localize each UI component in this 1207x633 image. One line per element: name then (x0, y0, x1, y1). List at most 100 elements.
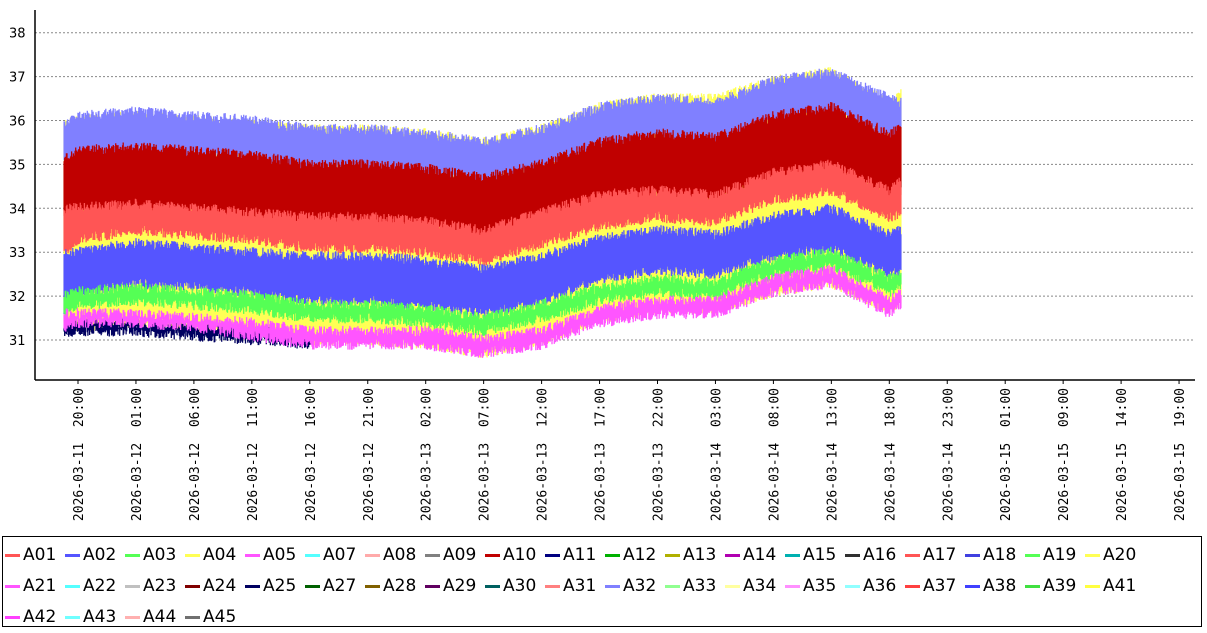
legend-item: A30 (485, 570, 545, 601)
y-tick-label: 35 (9, 158, 26, 173)
x-tick-label: 2026-03-12 01:00 (130, 388, 145, 521)
series-a01 (63, 159, 902, 266)
series-a03 (63, 246, 902, 337)
legend-item: A37 (905, 570, 965, 601)
legend-label: A05 (263, 545, 297, 565)
legend-label: A16 (863, 545, 897, 565)
legend-swatch (425, 585, 440, 588)
legend-swatch (905, 554, 920, 557)
axes (34, 10, 1195, 381)
legend-swatch (185, 554, 200, 557)
legend-item: A07 (305, 539, 365, 570)
legend-swatch (365, 585, 380, 588)
x-tick-label: 2026-03-14 23:00 (941, 388, 956, 521)
legend-swatch (545, 585, 560, 588)
legend-swatch (5, 554, 20, 557)
legend-label: A38 (983, 576, 1017, 596)
legend-swatch (5, 585, 20, 588)
legend-swatch (245, 554, 260, 557)
legend-label: A11 (563, 545, 597, 565)
legend-label: A35 (803, 576, 837, 596)
legend-label: A25 (263, 576, 297, 596)
x-tick-label: 2026-03-15 14:00 (1115, 388, 1130, 521)
x-tick-label: 2026-03-12 16:00 (304, 388, 319, 521)
legend-item: A45 (185, 601, 245, 632)
legend-item: A21 (5, 570, 65, 601)
x-tick-label: 2026-03-12 06:00 (188, 388, 203, 521)
legend-item: A27 (305, 570, 365, 601)
legend-item: A11 (545, 539, 605, 570)
x-tick-label: 2026-03-14 18:00 (883, 388, 898, 521)
legend-item: A39 (1025, 570, 1085, 601)
legend-item: A17 (905, 539, 965, 570)
legend-swatch (65, 554, 80, 557)
y-tick-label: 37 (9, 71, 26, 86)
x-tick-label: 2026-03-13 07:00 (478, 388, 493, 521)
series-a05-band (63, 265, 902, 358)
legend-label: A32 (623, 576, 657, 596)
x-tick-label: 2026-03-14 13:00 (825, 388, 840, 521)
legend-item: A44 (125, 601, 185, 632)
x-tick-label: 2026-03-15 09:00 (1057, 388, 1072, 521)
legend-label: A03 (143, 545, 177, 565)
legend-swatch (305, 554, 320, 557)
legend-item: A12 (605, 539, 665, 570)
legend-swatch (725, 554, 740, 557)
legend-label: A14 (743, 545, 777, 565)
legend-item: A35 (785, 570, 845, 601)
legend-item: A22 (65, 570, 125, 601)
legend-label: A18 (983, 545, 1017, 565)
legend-label: A15 (803, 545, 837, 565)
legend-label: A12 (623, 545, 657, 565)
legend-swatch (845, 554, 860, 557)
y-tick-labels: 31 32 33 34 35 36 37 38 (9, 27, 26, 349)
series-a02-band (63, 203, 902, 318)
legend-label: A29 (443, 576, 477, 596)
legend-label: A34 (743, 576, 777, 596)
legend-label: A27 (323, 576, 357, 596)
y-tick-label: 32 (9, 290, 26, 305)
legend-swatch (845, 585, 860, 588)
legend-swatch (1025, 554, 1040, 557)
legend-swatch (65, 616, 80, 619)
legend-item: A25 (245, 570, 305, 601)
legend-label: A10 (503, 545, 537, 565)
legend-label: A02 (83, 545, 117, 565)
legend-item: A24 (185, 570, 245, 601)
legend-label: A19 (1043, 545, 1077, 565)
legend-item: A14 (725, 539, 785, 570)
legend-swatch (665, 585, 680, 588)
legend-swatch (245, 585, 260, 588)
series-a02 (63, 203, 902, 318)
legend-swatch (125, 554, 140, 557)
legend-item: A01 (5, 539, 65, 570)
x-tick-label: 2026-03-12 11:00 (246, 388, 261, 521)
legend-item: A42 (5, 601, 65, 632)
series-a05 (63, 265, 902, 358)
x-tick-label: 2026-03-13 12:00 (536, 388, 551, 521)
legend-swatch (5, 616, 20, 619)
legend-swatch (785, 585, 800, 588)
legend-swatch (1085, 585, 1100, 588)
x-tick-label: 2026-03-13 22:00 (652, 388, 667, 521)
legend: A01 A02 A03 A04 A05 A07 A08 A09 A10 A11 A12 A13 A14 A… (2, 536, 1202, 627)
legend-swatch (185, 585, 200, 588)
data-series (63, 67, 902, 358)
x-tick-label: 2026-03-15 01:00 (999, 388, 1014, 521)
legend-item: A04 (185, 539, 245, 570)
legend-item: A38 (965, 570, 1025, 601)
x-tick-labels: 2026-03-11 20:00 2026-03-12 01:00 2026-03-… (72, 380, 1188, 521)
legend-item: A34 (725, 570, 785, 601)
legend-item: A33 (665, 570, 725, 601)
x-tick-label: 2026-03-13 02:00 (420, 388, 435, 521)
x-tick-label: 2026-03-11 20:00 (72, 388, 87, 521)
legend-label: A04 (203, 545, 237, 565)
legend-item: A05 (245, 539, 305, 570)
x-tick-label: 2026-03-12 21:00 (362, 388, 377, 521)
legend-label: A36 (863, 576, 897, 596)
legend-swatch (665, 554, 680, 557)
legend-label: A17 (923, 545, 957, 565)
legend-item: A09 (425, 539, 485, 570)
legend-swatch (485, 554, 500, 557)
legend-label: A01 (23, 545, 57, 565)
